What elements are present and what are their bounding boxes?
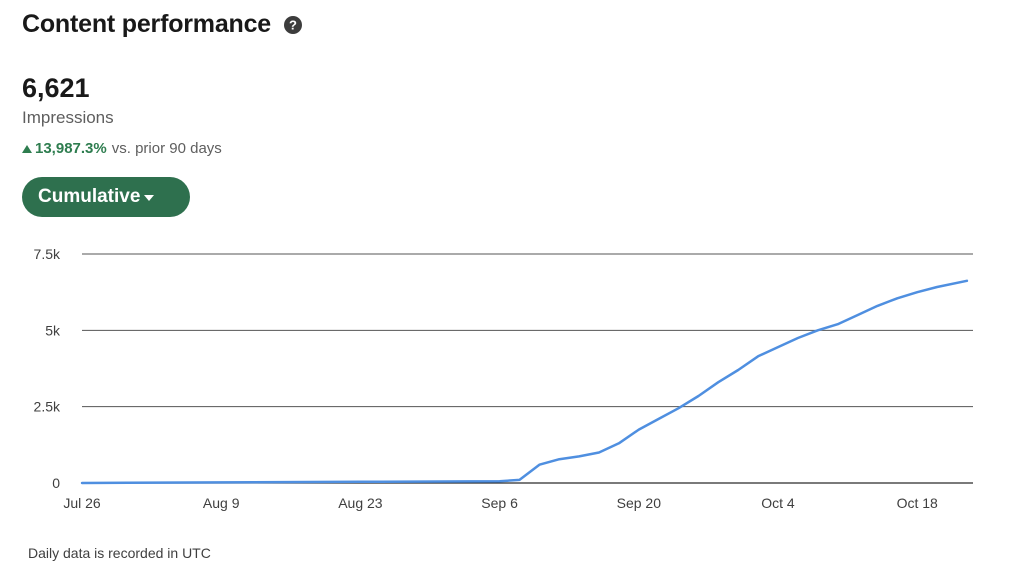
x-tick-label: Sep 20 <box>617 495 662 511</box>
x-tick-label: Oct 4 <box>761 495 795 511</box>
footnote: Daily data is recorded in UTC <box>28 545 211 561</box>
y-tick-label: 7.5k <box>34 246 61 262</box>
delta-indicator: 13,987.3% vs. prior 90 days <box>22 140 222 157</box>
dropdown-label: Cumulative <box>38 186 141 207</box>
y-tick-label: 2.5k <box>34 399 61 415</box>
page-title: Content performance <box>22 10 272 38</box>
delta-comparison: vs. prior 90 days <box>111 140 222 157</box>
up-arrow-icon <box>22 144 32 153</box>
caret-down-icon <box>144 195 155 201</box>
impressions-chart: 0 2.5k 5k 7.5k Jul 26 Aug 9 Aug 23 Sep 6 Sep 20 O… <box>34 246 973 511</box>
delta-percent: 13,987.3% <box>35 140 107 157</box>
y-tick-label: 5k <box>45 322 61 338</box>
x-tick-label: Jul 26 <box>63 495 101 511</box>
x-tick-label: Oct 18 <box>897 495 938 511</box>
x-tick-label: Aug 23 <box>338 495 383 511</box>
impressions-count: 6,621 <box>22 73 90 103</box>
svg-text:?: ? <box>289 17 297 32</box>
x-tick-label: Sep 6 <box>481 495 518 511</box>
y-tick-label: 0 <box>52 475 60 491</box>
question-circle-icon[interactable]: ? <box>283 15 303 35</box>
x-tick-label: Aug 9 <box>203 495 240 511</box>
impressions-label: Impressions <box>22 108 114 127</box>
cumulative-dropdown[interactable]: Cumulative <box>22 177 190 217</box>
header: Content performance ? <box>22 10 303 39</box>
impressions-line <box>80 279 969 485</box>
